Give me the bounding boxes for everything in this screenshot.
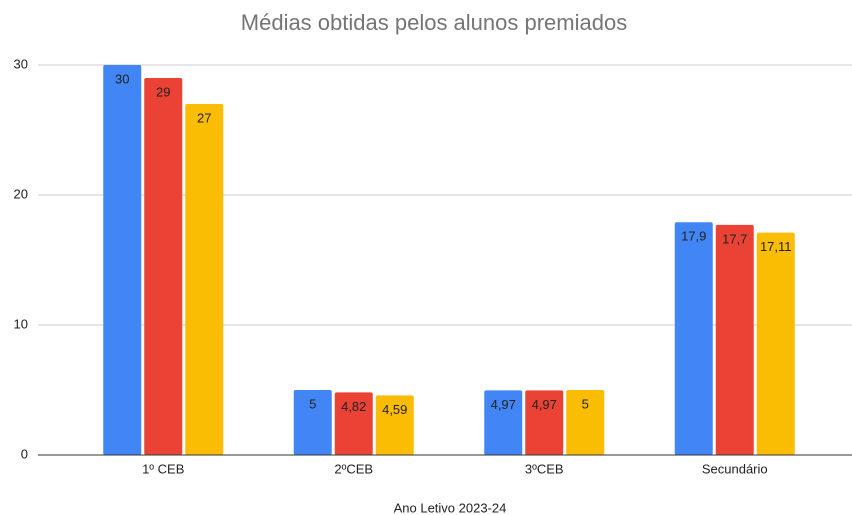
x-axis-label: Ano Letivo 2023-24 (394, 500, 507, 515)
y-tick-label: 0 (21, 446, 28, 461)
data-label: 4,59 (382, 402, 407, 417)
data-label: 29 (156, 84, 170, 99)
y-tick-label: 20 (14, 186, 28, 201)
data-label: 5 (309, 396, 316, 411)
data-label: 17,7 (722, 231, 747, 246)
x-tick-label: 1º CEB (142, 461, 184, 476)
x-tick-label: Secundário (702, 461, 768, 476)
data-label: 30 (115, 71, 129, 86)
bar (484, 390, 523, 455)
data-label: 17,11 (760, 239, 792, 254)
y-tick-label: 30 (14, 56, 28, 71)
bar (185, 104, 224, 455)
bar (103, 65, 142, 455)
chart-title: Médias obtidas pelos alunos premiados (241, 10, 627, 35)
y-tick-label: 10 (14, 316, 28, 331)
bar (375, 395, 414, 455)
data-label: 5 (582, 396, 589, 411)
bar (334, 392, 373, 455)
bar (715, 224, 754, 455)
bar (293, 390, 332, 455)
x-tick-label: 2ºCEB (334, 461, 373, 476)
bar (144, 78, 183, 455)
data-label: 4,82 (341, 399, 366, 414)
data-label: 27 (197, 110, 211, 125)
bar (674, 222, 713, 455)
data-label: 4,97 (491, 397, 516, 412)
bar (566, 390, 605, 455)
data-label: 17,9 (681, 229, 706, 244)
bar (756, 232, 795, 455)
bar (525, 390, 564, 455)
x-tick-label: 3ºCEB (525, 461, 564, 476)
data-label: 4,97 (532, 397, 557, 412)
